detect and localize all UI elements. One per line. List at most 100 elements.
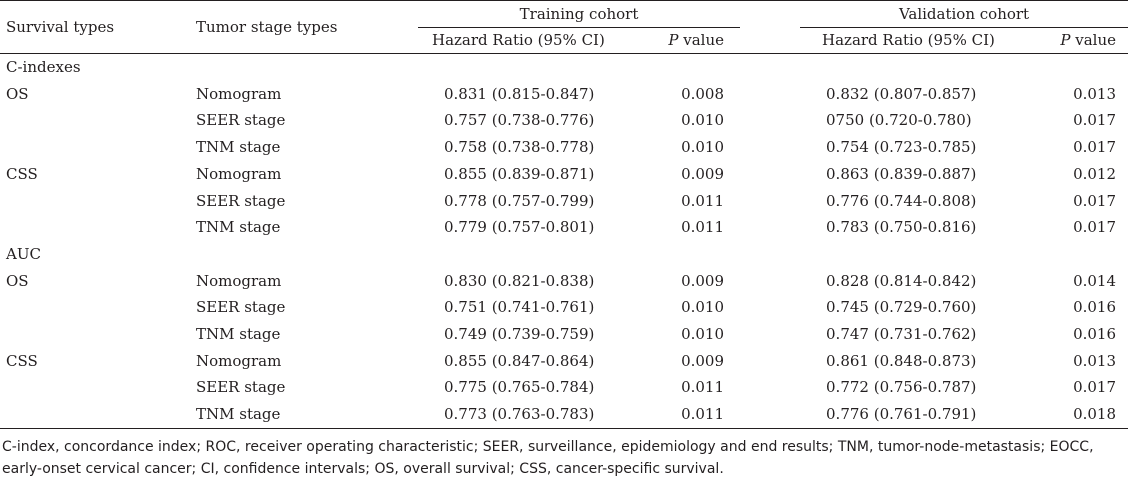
spacer-cell	[740, 268, 800, 295]
training-p-cell: 0.010	[681, 111, 725, 130]
tumor-stage-cell: Nomogram	[196, 84, 282, 103]
training-hr-cell: 0.751 (0.741-0.761)	[444, 298, 595, 317]
spacer-cell	[740, 401, 801, 429]
survival-type-cell	[0, 401, 196, 429]
section-row: AUC	[0, 241, 1128, 268]
table-row: TNM stage 0.758 (0.738-0.778) 0.010 0.754 (…	[0, 134, 1128, 161]
p-letter: P	[668, 31, 679, 49]
validation-p-cell: 0.016	[1073, 298, 1117, 317]
training-p-cell: 0.010	[681, 298, 725, 317]
tumor-stage-cell: SEER stage	[196, 191, 286, 210]
validation-p-cell: 0.012	[1073, 164, 1117, 183]
spacer-cell	[740, 321, 800, 348]
validation-hr-cell: 0.832 (0.807-0.857)	[826, 84, 977, 103]
training-p-cell: 0.009	[681, 351, 725, 370]
spacer-cell	[740, 214, 800, 241]
training-p-cell: 0.010	[681, 325, 725, 344]
header-row-1: Survival types Tumor stage types Trainin…	[0, 0, 1128, 54]
training-hr-cell: 0.773 (0.763-0.783)	[418, 401, 648, 429]
table-row: OS Nomogram 0.831 (0.815-0.847) 0.008 0.832 …	[0, 81, 1128, 108]
training-hr-cell: 0.855 (0.847-0.864)	[444, 351, 595, 370]
header-row-2: Hazard Ratio (95% CI) P value Hazard Rat…	[0, 28, 1128, 54]
validation-hr-cell: 0.776 (0.744-0.808)	[826, 191, 977, 210]
training-hr-cell: 0.830 (0.821-0.838)	[444, 271, 595, 290]
p-value-word: value	[1070, 31, 1117, 49]
table-row: SEER stage 0.775 (0.765-0.784) 0.011 0.772 …	[0, 374, 1128, 401]
table-body: C-indexes OS Nomogram 0.831 (0.815-0.847) 0.…	[0, 54, 1128, 429]
validation-p-cell: 0.017	[1073, 138, 1117, 157]
table-row: SEER stage 0.751 (0.741-0.761) 0.010 0.745 …	[0, 294, 1128, 321]
training-p-cell: 0.010	[681, 138, 725, 157]
survival-type-cell: CSS	[6, 351, 38, 370]
table-row: OS Nomogram 0.830 (0.821-0.838) 0.009 0.828 …	[0, 268, 1128, 295]
training-cohort-label: Training cohort	[418, 1, 741, 28]
survival-type-cell: OS	[6, 271, 29, 290]
table-row: TNM stage 0.749 (0.739-0.759) 0.010 0.747 (…	[0, 321, 1128, 348]
training-p-cell: 0.011	[681, 218, 725, 237]
validation-cohort-label: Validation cohort	[800, 1, 1128, 28]
validation-hr-cell: 0.861 (0.848-0.873)	[826, 351, 977, 370]
tumor-stage-cell: SEER stage	[196, 298, 286, 317]
section-row: C-indexes	[0, 54, 1128, 81]
section-label: AUC	[6, 244, 41, 263]
training-hr-cell: 0.778 (0.757-0.799)	[444, 191, 595, 210]
training-p-cell: 0.009	[681, 164, 725, 183]
header-spacer	[740, 0, 801, 28]
header-spacer-2	[740, 28, 801, 54]
spacer-cell	[740, 161, 800, 188]
spacer-cell	[740, 348, 800, 375]
header-training-cohort: Training cohort	[418, 0, 741, 28]
spacer-cell	[740, 374, 800, 401]
p-letter: P	[1060, 31, 1071, 49]
training-hr-cell: 0.757 (0.738-0.776)	[444, 111, 595, 130]
p-value-word: value	[678, 31, 725, 49]
tumor-stage-cell: TNM stage	[196, 401, 418, 429]
survival-type-cell: CSS	[6, 164, 38, 183]
validation-hr-cell: 0.828 (0.814-0.842)	[826, 271, 977, 290]
validation-hr-cell: 0.772 (0.756-0.787)	[826, 378, 977, 397]
survival-type-cell	[0, 294, 196, 321]
training-p-cell: 0.008	[681, 84, 725, 103]
table-row: SEER stage 0.757 (0.738-0.776) 0.010 0750 (…	[0, 107, 1128, 134]
survival-type-cell	[0, 321, 196, 348]
table-row: SEER stage 0.778 (0.757-0.799) 0.011 0.776 …	[0, 188, 1128, 215]
header-survival-types: Survival types	[0, 0, 196, 54]
results-table: Survival types Tumor stage types Trainin…	[0, 0, 1128, 429]
header-training-p: P value	[648, 28, 741, 54]
header-tumor-stage-types: Tumor stage types	[196, 0, 418, 54]
validation-p-cell: 0.013	[1073, 351, 1117, 370]
survival-type-cell	[0, 188, 196, 215]
header-training-hr: Hazard Ratio (95% CI)	[418, 28, 648, 54]
validation-p-cell: 0.017	[1073, 378, 1117, 397]
header-validation-cohort: Validation cohort	[800, 0, 1128, 28]
validation-p-cell: 0.018	[1036, 401, 1128, 429]
validation-hr-cell: 0.754 (0.723-0.785)	[826, 138, 977, 157]
spacer-cell	[740, 294, 800, 321]
training-hr-cell: 0.775 (0.765-0.784)	[444, 378, 595, 397]
validation-p-cell: 0.014	[1073, 271, 1117, 290]
header-validation-p: P value	[1036, 28, 1128, 54]
tumor-stage-cell: Nomogram	[196, 271, 282, 290]
tumor-stage-cell: TNM stage	[196, 138, 281, 157]
table-header: Survival types Tumor stage types Trainin…	[0, 0, 1128, 54]
tumor-stage-cell: TNM stage	[196, 218, 281, 237]
section-label: C-indexes	[6, 58, 81, 76]
tumor-stage-cell: TNM stage	[196, 325, 281, 344]
validation-p-cell: 0.013	[1073, 84, 1117, 103]
spacer-cell	[740, 134, 800, 161]
validation-hr-cell: 0.776 (0.761-0.791)	[800, 401, 1037, 429]
training-hr-cell: 0.758 (0.738-0.778)	[444, 138, 595, 157]
validation-p-cell: 0.017	[1073, 191, 1117, 210]
validation-hr-cell: 0.783 (0.750-0.816)	[826, 218, 977, 237]
survival-type-cell	[0, 134, 196, 161]
training-hr-cell: 0.779 (0.757-0.801)	[444, 218, 595, 237]
training-p-cell: 0.011	[681, 191, 725, 210]
spacer-cell	[740, 107, 800, 134]
validation-hr-cell: 0.863 (0.839-0.887)	[826, 164, 977, 183]
training-hr-cell: 0.855 (0.839-0.871)	[444, 164, 595, 183]
survival-type-cell	[0, 374, 196, 401]
training-p-cell: 0.009	[681, 271, 725, 290]
table-row: TNM stage 0.779 (0.757-0.801) 0.011 0.783 (…	[0, 214, 1128, 241]
validation-p-cell: 0.017	[1073, 111, 1117, 130]
training-p-cell: 0.011	[681, 378, 725, 397]
